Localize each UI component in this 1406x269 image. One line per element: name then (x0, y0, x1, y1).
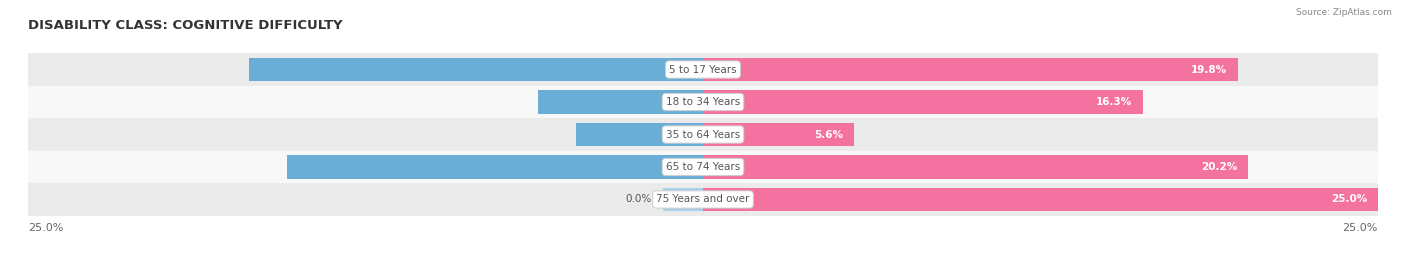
Text: 35 to 64 Years: 35 to 64 Years (666, 129, 740, 140)
Bar (28, 151, 1378, 183)
Bar (662, 188, 703, 211)
Text: 5.6%: 5.6% (814, 129, 844, 140)
Text: 19.8%: 19.8% (1191, 65, 1226, 75)
Text: 25.0%: 25.0% (1343, 223, 1378, 233)
Bar (703, 90, 1143, 114)
Text: DISABILITY CLASS: COGNITIVE DIFFICULTY: DISABILITY CLASS: COGNITIVE DIFFICULTY (28, 19, 343, 32)
Bar (703, 155, 1249, 179)
Text: 16.8%: 16.8% (666, 65, 703, 75)
Bar (28, 118, 1378, 151)
Text: Source: ZipAtlas.com: Source: ZipAtlas.com (1296, 8, 1392, 17)
Bar (249, 58, 703, 81)
Text: 0.0%: 0.0% (626, 194, 652, 204)
Text: 25.0%: 25.0% (1331, 194, 1367, 204)
Text: 4.7%: 4.7% (693, 129, 723, 140)
Text: 16.3%: 16.3% (1095, 97, 1132, 107)
Text: 75 Years and over: 75 Years and over (657, 194, 749, 204)
Bar (28, 86, 1378, 118)
Bar (28, 183, 1378, 216)
Bar (703, 58, 1237, 81)
Text: 20.2%: 20.2% (1201, 162, 1237, 172)
Text: 15.4%: 15.4% (669, 162, 706, 172)
Text: 6.1%: 6.1% (690, 97, 718, 107)
Text: 5 to 17 Years: 5 to 17 Years (669, 65, 737, 75)
Bar (703, 123, 855, 146)
Bar (576, 123, 703, 146)
Bar (703, 188, 1378, 211)
Bar (538, 90, 703, 114)
Text: 65 to 74 Years: 65 to 74 Years (666, 162, 740, 172)
Bar (287, 155, 703, 179)
Bar (28, 53, 1378, 86)
Text: 25.0%: 25.0% (28, 223, 63, 233)
Text: 18 to 34 Years: 18 to 34 Years (666, 97, 740, 107)
